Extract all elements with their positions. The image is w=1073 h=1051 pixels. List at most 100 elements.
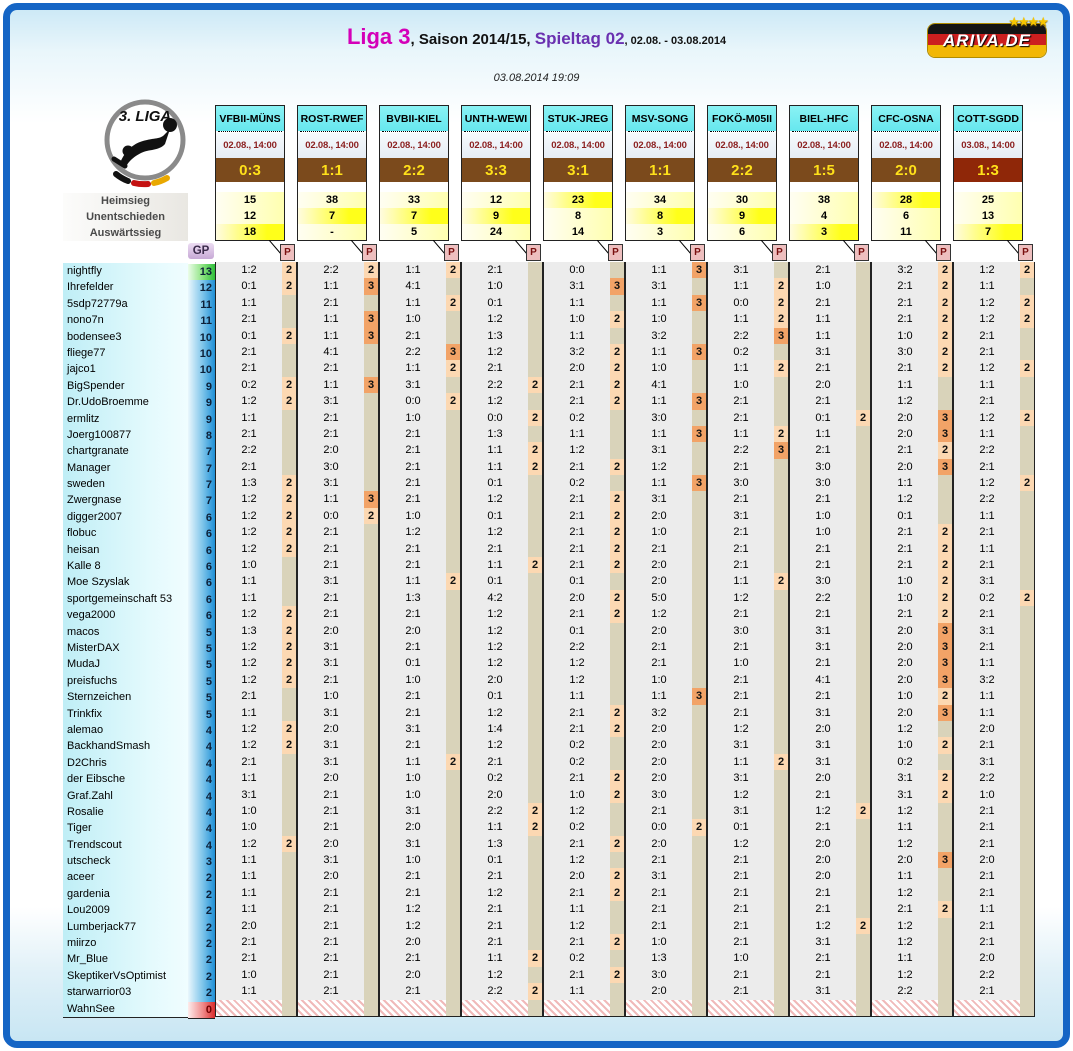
tip-cell: 2:1 — [216, 425, 282, 443]
tip-row: 2:1 — [790, 262, 870, 279]
tip-row: 1:2 2 — [216, 638, 296, 656]
tip-row: 4:1 — [626, 376, 706, 394]
tip-cell: 2:1 — [954, 737, 1020, 754]
match-header-gap — [872, 182, 940, 192]
points-cell — [774, 950, 788, 967]
points-cell — [446, 589, 460, 607]
points-cell: 3 — [364, 376, 378, 394]
ariva-logo[interactable]: ARIVA.DE ★★★★ — [927, 14, 1049, 58]
tip-row: 2:1 — [298, 540, 378, 558]
stat-count-draw: 8 — [626, 208, 694, 224]
tip-cell: 2:2 — [380, 343, 446, 361]
points-cell — [938, 393, 952, 410]
player-gp-value: 2 — [188, 870, 215, 887]
points-cell — [1020, 786, 1034, 803]
tip-row: 2:0 — [626, 557, 706, 574]
tip-cell: 2:1 — [872, 901, 938, 918]
tip-cell: 1:1 — [872, 950, 938, 967]
tip-row: 2:0 3 — [872, 425, 952, 443]
tip-cell: 2:1 — [708, 524, 774, 541]
tip-row: 1:0 — [626, 360, 706, 377]
points-cell — [610, 901, 624, 918]
match-header-box: UNTH-WEWI 02.08., 14:00 3:3 12 9 24 — [461, 105, 531, 241]
tip-row: 3:1 — [954, 573, 1034, 590]
tip-row: 2:1 — [954, 917, 1034, 935]
points-cell — [364, 802, 378, 820]
tip-row: 1:1 — [954, 655, 1034, 672]
tip-row: 1:0 — [708, 376, 788, 394]
player-name: Zwergnase — [63, 492, 188, 509]
points-header-row: P — [461, 240, 543, 262]
points-cell — [1020, 950, 1034, 967]
player-name: Mr_Blue — [63, 951, 188, 968]
player-name: MisterDAX — [63, 639, 188, 657]
points-header-badge: P — [362, 244, 377, 261]
tip-row: 1:2 2 — [954, 360, 1034, 377]
player-name: sportgemeinschaft 53 — [63, 590, 188, 608]
points-cell — [446, 442, 460, 459]
tip-cell: 1:1 — [626, 425, 692, 443]
points-cell — [938, 983, 952, 1000]
player-name: starwarrior03 — [63, 984, 188, 1001]
player-gp-value: 8 — [188, 427, 215, 445]
tip-cell: 2:1 — [872, 311, 938, 328]
tip-cell: 2:1 — [544, 540, 610, 558]
tip-cell: 1:1 — [626, 294, 692, 312]
tip-cell: 1:2 — [954, 262, 1020, 279]
points-cell — [692, 622, 706, 639]
tip-row: 3:0 — [626, 786, 706, 803]
tip-cell: 3:0 — [626, 409, 692, 426]
points-cell: 2 — [282, 671, 296, 689]
points-cell — [774, 262, 788, 279]
points-cell — [446, 688, 460, 705]
tip-cell: 1:2 — [462, 393, 528, 410]
tip-cell: 1:3 — [626, 950, 692, 967]
tip-row: 1:2 — [626, 458, 706, 476]
player-name: bodensee3 — [63, 328, 188, 345]
match-result: 1:5 — [790, 158, 858, 182]
tip-row: 2:0 — [298, 835, 378, 853]
tip-row: 1:1 2 — [708, 311, 788, 328]
tip-cell: 1:2 — [544, 917, 610, 935]
tip-cell: 2:1 — [954, 868, 1020, 885]
points-cell — [364, 934, 378, 951]
stat-count-draw: 6 — [872, 208, 940, 224]
match-kickoff-date: 02.08., 14:00 — [462, 133, 530, 158]
tips-block: 1:1 2 4:1 1:1 2 1:0 2:1 2:2 3 1:1 2 3:1 0:0 2 1:0 2:1 2:… — [379, 262, 461, 1017]
tip-row: 1:0 2 — [872, 737, 952, 754]
tip-cell: 2:1 — [954, 884, 1020, 902]
tip-cell: 2:2 — [954, 770, 1020, 787]
tip-row: 2:1 — [708, 934, 788, 951]
points-cell: 2 — [282, 720, 296, 738]
tip-cell: 2:1 — [872, 524, 938, 541]
player-gp-value: 2 — [188, 886, 215, 904]
points-cell: 3 — [364, 491, 378, 508]
tip-row: 2:1 — [298, 589, 378, 607]
tip-row: 2:1 — [708, 868, 788, 885]
tip-cell: 1:2 — [954, 409, 1020, 426]
points-cell — [1020, 884, 1034, 902]
points-cell: 2 — [938, 540, 952, 558]
tip-cell: 1:1 — [954, 901, 1020, 918]
tip-row: 2:1 — [380, 606, 460, 623]
page-curl-icon — [269, 240, 282, 255]
points-cell — [364, 442, 378, 459]
player-name: heisan — [63, 541, 188, 559]
tip-row: 2:1 — [298, 819, 378, 836]
tip-cell: 1:2 — [544, 655, 610, 672]
tip-row: 2:1 — [790, 819, 870, 836]
points-cell: 2 — [282, 327, 296, 344]
match-header-divider — [464, 131, 528, 133]
tip-row: 1:2 2 — [216, 720, 296, 738]
points-cell — [528, 917, 542, 935]
points-cell — [856, 540, 870, 558]
stat-count-away: 5 — [380, 224, 448, 240]
tip-row: 1:3 — [462, 327, 542, 344]
tip-row: 1:0 2 — [872, 589, 952, 607]
points-cell — [938, 802, 952, 820]
tip-row: 1:1 3 — [626, 425, 706, 443]
tip-row: 2:1 — [708, 540, 788, 558]
tip-cell: 2:1 — [954, 917, 1020, 935]
tip-cell: 1:1 — [298, 311, 364, 328]
tip-cell: 2:1 — [790, 360, 856, 377]
